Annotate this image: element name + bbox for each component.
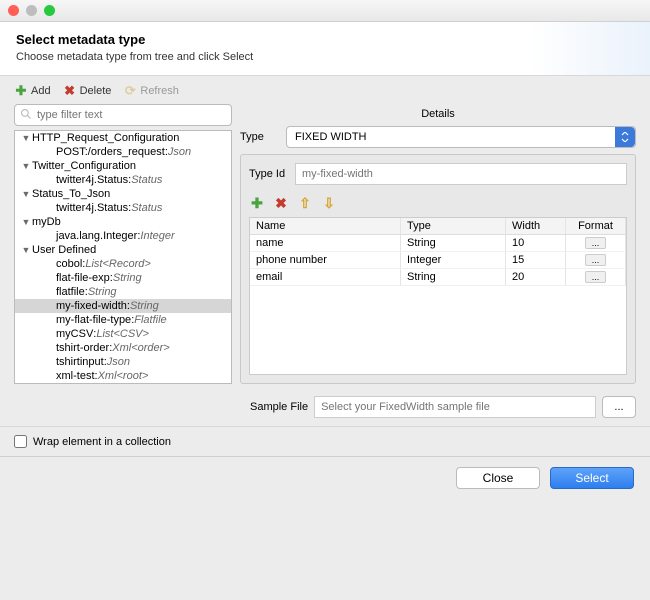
typeid-input[interactable] — [295, 163, 627, 185]
refresh-icon: ⟳ — [123, 84, 137, 98]
disclosure-icon[interactable]: ▼ — [21, 217, 31, 227]
add-row-icon[interactable]: ✚ — [249, 195, 265, 211]
grid-toolbar: ✚ ✖ ⇧ ⇩ — [249, 191, 627, 217]
tree-item[interactable]: tshirtinput : Json — [15, 355, 231, 369]
tree-item[interactable]: tshirt-order : Xml<order> — [15, 341, 231, 355]
tree-item[interactable]: ▼Status_To_Json — [15, 187, 231, 201]
tree-item[interactable]: java.lang.Integer : Integer — [15, 229, 231, 243]
move-down-icon[interactable]: ⇩ — [321, 195, 337, 211]
delete-button[interactable]: ✖Delete — [63, 84, 112, 98]
tree-toolbar: ✚Add ✖Delete ⟳Refresh — [0, 76, 650, 104]
disclosure-icon[interactable]: ▼ — [21, 161, 31, 171]
format-button[interactable]: ... — [585, 237, 607, 249]
tree-item[interactable]: flatfile : String — [15, 285, 231, 299]
close-button[interactable]: Close — [456, 467, 540, 489]
close-window-icon[interactable] — [8, 5, 19, 16]
details-panel: Type Id ✚ ✖ ⇧ ⇩ Name Type Width Format n… — [240, 154, 636, 384]
details-title: Details — [240, 104, 636, 126]
delete-icon: ✖ — [63, 84, 77, 98]
grid-header: Name Type Width Format — [250, 218, 626, 235]
zoom-window-icon[interactable] — [44, 5, 55, 16]
type-label: Type — [240, 131, 280, 143]
remove-row-icon[interactable]: ✖ — [273, 195, 289, 211]
plus-icon: ✚ — [14, 84, 28, 98]
select-button[interactable]: Select — [550, 467, 634, 489]
tree-item[interactable]: xml-test : Xml<root> — [15, 369, 231, 383]
refresh-button[interactable]: ⟳Refresh — [123, 84, 179, 98]
browse-button[interactable]: ... — [602, 396, 636, 418]
tree-item[interactable]: myCSV : List<CSV> — [15, 327, 231, 341]
table-row[interactable]: phone numberInteger15... — [250, 252, 626, 269]
wrap-collection-row: Wrap element in a collection — [0, 426, 650, 456]
format-button[interactable]: ... — [585, 271, 607, 283]
disclosure-icon[interactable]: ▼ — [21, 133, 31, 143]
tree-item[interactable]: POST:/orders_request : Json — [15, 145, 231, 159]
filter-input[interactable] — [14, 104, 232, 126]
sample-file-label: Sample File — [250, 401, 308, 413]
dialog-header: Select metadata type Choose metadata typ… — [0, 22, 650, 76]
typeid-label: Type Id — [249, 168, 289, 180]
dropdown-icon — [615, 127, 635, 147]
dialog-footer: Close Select — [0, 456, 650, 499]
filter-field — [14, 104, 232, 126]
tree-item[interactable]: flat-file-exp : String — [15, 271, 231, 285]
tree-item[interactable]: cobol : List<Record> — [15, 257, 231, 271]
window-titlebar — [0, 0, 650, 22]
tree-item[interactable]: twitter4j.Status : Status — [15, 173, 231, 187]
disclosure-icon[interactable]: ▼ — [21, 189, 31, 199]
fields-grid: Name Type Width Format nameString10...ph… — [249, 217, 627, 375]
add-button[interactable]: ✚Add — [14, 84, 51, 98]
tree-item[interactable]: ▼Twitter_Configuration — [15, 159, 231, 173]
wrap-label: Wrap element in a collection — [33, 436, 171, 448]
minimize-window-icon[interactable] — [26, 5, 37, 16]
tree-item[interactable]: my-flat-file-type : Flatfile — [15, 313, 231, 327]
tree-item[interactable]: ▼myDb — [15, 215, 231, 229]
tree-item[interactable]: ▼HTTP_Request_Configuration — [15, 131, 231, 145]
tree-item[interactable]: ▼User Defined — [15, 243, 231, 257]
type-select[interactable]: FIXED WIDTH — [286, 126, 636, 148]
table-row[interactable]: nameString10... — [250, 235, 626, 252]
metadata-tree[interactable]: ▼HTTP_Request_ConfigurationPOST:/orders_… — [14, 130, 232, 384]
disclosure-icon[interactable]: ▼ — [21, 245, 31, 255]
search-icon — [20, 108, 32, 120]
tree-item[interactable]: twitter4j.Status : Status — [15, 201, 231, 215]
move-up-icon[interactable]: ⇧ — [297, 195, 313, 211]
sample-file-input[interactable] — [314, 396, 596, 418]
wrap-checkbox[interactable] — [14, 435, 27, 448]
sample-file-row: Sample File ... — [0, 390, 650, 422]
tree-item[interactable]: my-fixed-width : String — [15, 299, 231, 313]
format-button[interactable]: ... — [585, 254, 607, 266]
table-row[interactable]: emailString20... — [250, 269, 626, 286]
